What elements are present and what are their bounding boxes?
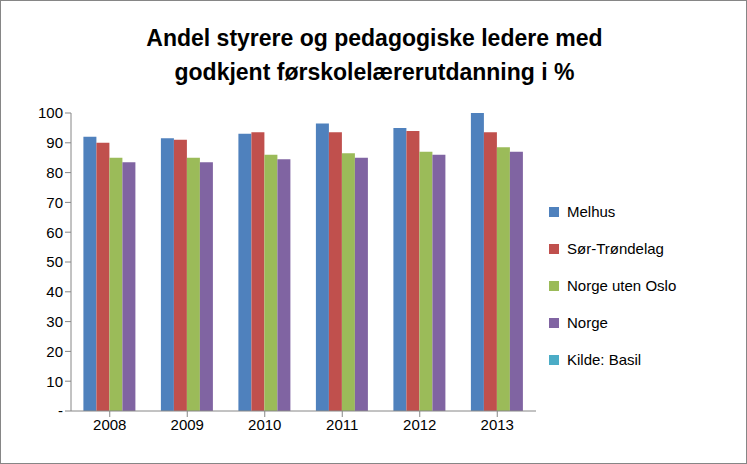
svg-text:2013: 2013 (481, 416, 514, 433)
svg-text:70: 70 (46, 194, 63, 211)
svg-text:10: 10 (46, 373, 63, 390)
svg-text:40: 40 (46, 283, 63, 300)
html-text:Norge: Norge (567, 314, 608, 331)
svg-text:100: 100 (38, 104, 63, 121)
svg-text:2012: 2012 (403, 416, 436, 433)
html-text:Andel styrere og pedagogiske l: Andel styrere og pedagogiske ledere med … (146, 25, 603, 85)
svg-text:2010: 2010 (248, 416, 281, 433)
svg-text:2008: 2008 (93, 416, 126, 433)
html-text:Kilde: Basil: Kilde: Basil (567, 351, 642, 368)
svg-text:60: 60 (46, 224, 63, 241)
svg-text:30: 30 (46, 313, 63, 330)
svg-text:-: - (58, 402, 63, 419)
svg-text:2009: 2009 (171, 416, 204, 433)
html-text:Norge uten Oslo: Norge uten Oslo (567, 277, 677, 294)
svg-text:80: 80 (46, 164, 63, 181)
svg-text:50: 50 (46, 253, 63, 270)
svg-text:20: 20 (46, 343, 63, 360)
svg-text:90: 90 (46, 134, 63, 151)
html-text:Sør-Trøndelag: Sør-Trøndelag (567, 240, 664, 257)
svg-text:2011: 2011 (326, 416, 358, 433)
html-text:Melhus: Melhus (567, 203, 616, 220)
